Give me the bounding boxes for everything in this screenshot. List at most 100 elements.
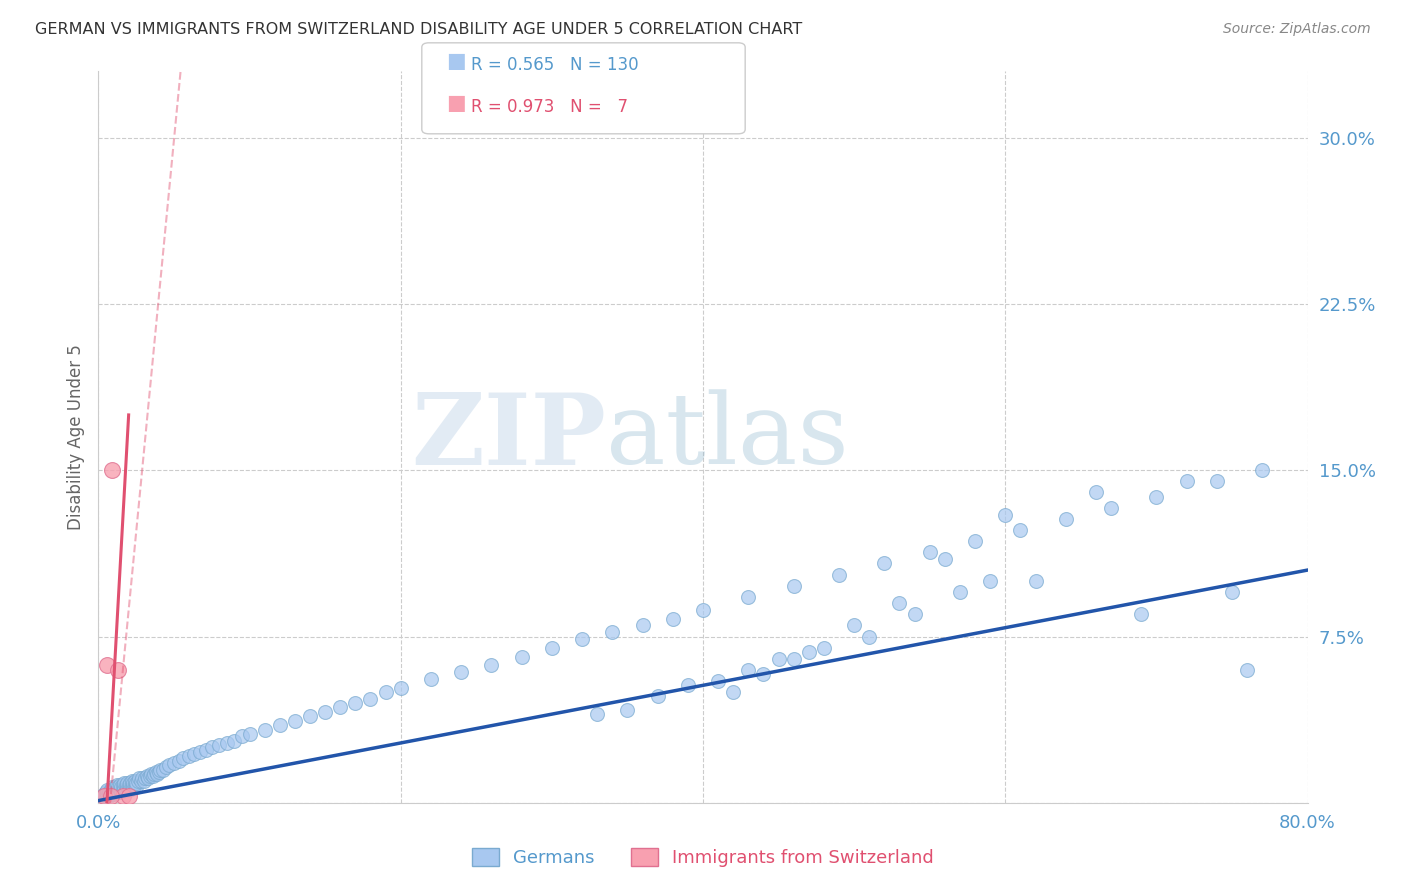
Point bbox=[1010, 523, 1032, 537]
Point bbox=[540, 640, 562, 655]
Point bbox=[510, 649, 533, 664]
Point bbox=[96, 782, 118, 797]
Point bbox=[616, 703, 638, 717]
Legend: Germans, Immigrants from Switzerland: Germans, Immigrants from Switzerland bbox=[464, 840, 942, 874]
Point bbox=[107, 785, 129, 799]
Point bbox=[1175, 475, 1198, 489]
Point bbox=[135, 769, 157, 783]
Point bbox=[450, 665, 472, 679]
Point bbox=[110, 780, 132, 795]
Point bbox=[752, 667, 775, 681]
Point bbox=[98, 785, 121, 799]
Point bbox=[100, 789, 122, 804]
Point bbox=[661, 612, 683, 626]
Point bbox=[105, 782, 128, 797]
Point bbox=[420, 672, 443, 686]
Point bbox=[965, 534, 987, 549]
Point bbox=[101, 785, 124, 799]
Point bbox=[284, 714, 307, 728]
Point bbox=[101, 463, 124, 477]
Point bbox=[239, 727, 262, 741]
Point bbox=[101, 780, 124, 795]
Point bbox=[108, 778, 131, 792]
Point bbox=[115, 776, 138, 790]
Point bbox=[111, 782, 134, 797]
Point bbox=[994, 508, 1017, 522]
Point bbox=[134, 772, 156, 786]
Point bbox=[783, 578, 806, 592]
Point bbox=[148, 764, 170, 779]
Point bbox=[145, 764, 167, 779]
Point bbox=[122, 780, 145, 795]
Text: Source: ZipAtlas.com: Source: ZipAtlas.com bbox=[1223, 22, 1371, 37]
Point bbox=[115, 780, 138, 795]
Point bbox=[152, 763, 174, 777]
Point bbox=[1085, 485, 1108, 500]
Point bbox=[120, 780, 142, 795]
Point bbox=[783, 651, 806, 665]
Point bbox=[1236, 663, 1258, 677]
Point bbox=[797, 645, 820, 659]
Point bbox=[127, 773, 149, 788]
Point bbox=[813, 640, 835, 655]
Point bbox=[125, 780, 148, 795]
Point bbox=[112, 776, 135, 790]
Point bbox=[904, 607, 927, 622]
Point bbox=[389, 681, 412, 695]
Point bbox=[118, 782, 141, 797]
Point bbox=[121, 778, 143, 792]
Point bbox=[94, 789, 117, 804]
Point bbox=[112, 780, 135, 795]
Point bbox=[889, 596, 911, 610]
Point bbox=[215, 736, 238, 750]
Point bbox=[269, 718, 291, 732]
Point bbox=[128, 772, 150, 786]
Point bbox=[167, 754, 190, 768]
Point bbox=[172, 751, 194, 765]
Point bbox=[103, 782, 125, 797]
Point bbox=[873, 557, 896, 571]
Point bbox=[179, 749, 201, 764]
Point bbox=[114, 782, 136, 797]
Point bbox=[143, 767, 166, 781]
Point bbox=[360, 691, 382, 706]
Point bbox=[586, 707, 609, 722]
Point bbox=[104, 785, 127, 799]
Point bbox=[159, 758, 181, 772]
Point bbox=[329, 700, 352, 714]
Point bbox=[120, 776, 142, 790]
Point bbox=[707, 673, 730, 688]
Point bbox=[91, 789, 114, 804]
Point bbox=[132, 773, 155, 788]
Point bbox=[111, 789, 134, 804]
Text: ■: ■ bbox=[446, 94, 465, 113]
Point bbox=[94, 785, 117, 799]
Point bbox=[208, 738, 231, 752]
Point bbox=[231, 729, 253, 743]
Text: R = 0.973   N =   7: R = 0.973 N = 7 bbox=[471, 98, 628, 116]
Point bbox=[1099, 501, 1122, 516]
Text: atlas: atlas bbox=[606, 389, 849, 485]
Point bbox=[104, 780, 127, 795]
Point bbox=[98, 789, 121, 804]
Point bbox=[676, 678, 699, 692]
Text: GERMAN VS IMMIGRANTS FROM SWITZERLAND DISABILITY AGE UNDER 5 CORRELATION CHART: GERMAN VS IMMIGRANTS FROM SWITZERLAND DI… bbox=[35, 22, 803, 37]
Point bbox=[183, 747, 205, 761]
Point bbox=[100, 782, 122, 797]
Point bbox=[105, 778, 128, 792]
Point bbox=[100, 787, 122, 801]
Point bbox=[131, 772, 153, 786]
Point bbox=[949, 585, 972, 599]
Point bbox=[1220, 585, 1243, 599]
Point bbox=[571, 632, 593, 646]
Point bbox=[344, 696, 367, 710]
Point bbox=[1251, 463, 1274, 477]
Point bbox=[110, 785, 132, 799]
Point bbox=[737, 590, 759, 604]
Point bbox=[103, 787, 125, 801]
Point bbox=[188, 745, 211, 759]
Text: ■: ■ bbox=[446, 52, 465, 71]
Point bbox=[481, 658, 503, 673]
Point bbox=[122, 776, 145, 790]
Point bbox=[934, 552, 956, 566]
